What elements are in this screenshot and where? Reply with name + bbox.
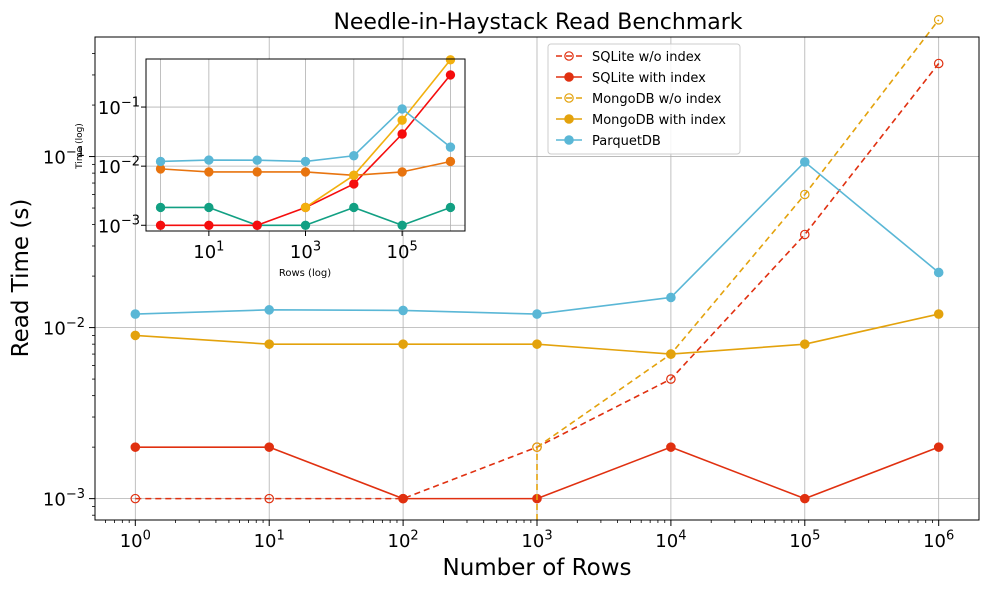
inset-y-tick-label: 10−2 <box>98 155 140 179</box>
legend-swatch-marker <box>564 93 574 103</box>
inset-series-3-point <box>349 170 359 181</box>
series-1-point <box>666 442 676 452</box>
inset-series-3-line <box>305 59 452 209</box>
series-3-point <box>666 349 676 359</box>
series-4-point <box>532 309 542 319</box>
inset-series-3-point <box>397 115 407 125</box>
y-tick-label: 10−1 <box>43 145 85 169</box>
legend-swatch-marker <box>564 135 574 145</box>
inset-y-axis-label: Time (log) <box>75 123 85 170</box>
inset-series-0-point <box>204 202 214 213</box>
inset-y-tick-label: 10−3 <box>98 214 140 238</box>
inset-x-tick-label: 101 <box>193 239 224 263</box>
inset-series-1-point <box>155 220 166 230</box>
series-4-point <box>264 305 275 315</box>
x-tick-label: 102 <box>388 528 419 552</box>
inset-chart: 101 103 105 10−3 10−2 10−1 Rows (log) Time (l… <box>75 55 466 279</box>
x-tick-label: 105 <box>789 528 820 552</box>
series-1-point <box>933 442 944 452</box>
inset-series-2-point <box>397 167 407 177</box>
inset-series-1-point <box>445 70 456 80</box>
x-tick-label: 103 <box>521 528 552 552</box>
x-tick-label: 104 <box>655 528 686 552</box>
series-4-point <box>666 292 676 303</box>
y-tick-label: 10−3 <box>43 487 85 511</box>
series-0-point <box>799 229 810 240</box>
legend-label: MongoDB with index <box>592 113 726 128</box>
series-4-point <box>130 309 141 319</box>
legend-label: SQLite w/o index <box>592 50 702 65</box>
series-4-point <box>398 305 408 316</box>
inset-series-4-point <box>397 104 407 114</box>
inset-series-0-point <box>349 202 359 213</box>
series-1-point <box>130 442 141 452</box>
inset-series-0-point <box>300 220 311 230</box>
main-plot-area <box>130 15 944 520</box>
x-tick-label: 106 <box>923 528 954 552</box>
inset-series-2-point <box>252 167 262 177</box>
x-tick-label: 101 <box>254 528 285 552</box>
legend-swatch-marker <box>564 72 574 82</box>
inset-y-tick-label: 10−1 <box>98 95 140 119</box>
legend-box <box>547 43 741 155</box>
legend: SQLite w/o index SQLite with index MongoDB… <box>547 43 741 155</box>
series-2-point <box>933 15 944 25</box>
inset-series-4-point <box>155 156 166 167</box>
inset-series-0-point <box>397 220 407 230</box>
inset-series-0-point <box>445 202 456 213</box>
x-tick-label: 100 <box>120 528 151 552</box>
inset-series-2-point <box>204 167 214 177</box>
series-2-point <box>799 189 810 200</box>
legend-swatch-marker <box>564 51 574 61</box>
series-2-point <box>532 442 542 452</box>
inset-series-3-point <box>300 202 311 213</box>
series-1-point <box>799 493 810 504</box>
inset-series-2-point <box>445 156 456 167</box>
series-4-point <box>799 157 810 167</box>
series-3-point <box>264 339 275 349</box>
series-2-line <box>536 19 940 448</box>
legend-label: SQLite with index <box>592 71 706 86</box>
inset-series-4-point <box>349 151 359 161</box>
series-0-point <box>933 58 944 69</box>
inset-series-1-point <box>349 179 359 189</box>
series-1-point <box>264 442 275 452</box>
inset-series-0-point <box>155 202 166 213</box>
series-3-point <box>933 309 944 319</box>
inset-axes-ticks: 101 103 105 10−3 10−2 10−1 <box>98 95 418 263</box>
series-3-point <box>799 339 810 349</box>
legend-label: MongoDB w/o index <box>592 92 722 107</box>
series-0-point <box>130 493 141 504</box>
inset-series-1-point <box>397 129 407 139</box>
inset-series-1-point <box>204 220 214 230</box>
inset-x-axis-label: Rows (log) <box>279 268 331 279</box>
legend-label: ParquetDB <box>592 134 661 149</box>
inset-series-3-point <box>445 55 456 65</box>
inset-x-tick-label: 103 <box>290 239 321 263</box>
series-3-point <box>532 339 542 349</box>
y-tick-label: 10−2 <box>43 316 85 340</box>
series-0-point <box>666 374 676 384</box>
inset-plot-area <box>155 55 456 230</box>
inset-x-tick-label: 105 <box>387 239 418 263</box>
legend-swatch-marker <box>564 114 574 124</box>
series-1-point <box>398 493 408 504</box>
inset-series-4-point <box>252 155 262 165</box>
series-3-point <box>130 330 141 341</box>
series-3-point <box>398 339 408 349</box>
inset-series-4-point <box>300 156 311 167</box>
main-axes-ticks: 100 101 102 103 104 105 106 10−3 10−2 10−1 <box>43 53 954 552</box>
series-4-point <box>933 267 944 278</box>
x-axis-label: Number of Rows <box>443 555 632 581</box>
y-axis-label: Read Time (s) <box>8 199 34 358</box>
inset-series-1-point <box>252 220 262 230</box>
inset-series-4-point <box>204 155 214 165</box>
inset-series-4-point <box>445 142 456 152</box>
inset-series-2-point <box>300 167 311 177</box>
series-0-point <box>264 493 275 504</box>
chart-title: Needle-in-Haystack Read Benchmark <box>333 10 742 35</box>
